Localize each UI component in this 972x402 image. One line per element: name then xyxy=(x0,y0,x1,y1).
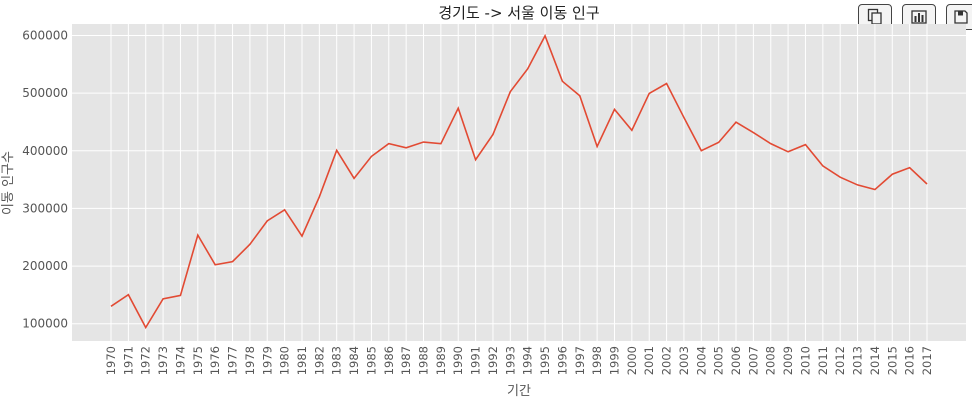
bar-chart-icon xyxy=(911,10,927,24)
x-tick-label: 1992 xyxy=(486,346,500,375)
y-tick-label: 200000 xyxy=(22,259,68,273)
x-tick-label: 1973 xyxy=(156,346,170,375)
x-tick-label: 1986 xyxy=(382,346,396,375)
x-tick-label: 1984 xyxy=(347,346,361,375)
plot-area xyxy=(72,24,966,341)
x-tick-label: 2002 xyxy=(660,346,674,375)
save-icon xyxy=(954,10,968,24)
x-tick-label: 1979 xyxy=(260,346,274,375)
x-tick-label: 2011 xyxy=(816,346,830,375)
x-tick-label: 2005 xyxy=(712,346,726,375)
x-tick-label: 1997 xyxy=(573,346,587,375)
x-tick-label: 1996 xyxy=(555,346,569,375)
y-tick-label: 600000 xyxy=(22,29,68,43)
x-tick-label: 2003 xyxy=(677,346,691,375)
y-axis-ticks: 100000 200000 300000 400000 500000 600000 xyxy=(22,29,68,331)
x-tick-label: 1978 xyxy=(243,346,257,375)
x-tick-label: 1981 xyxy=(295,346,309,375)
series-line xyxy=(110,33,928,330)
x-tick-label: 2017 xyxy=(920,346,934,375)
x-tick-label: 1974 xyxy=(173,346,187,375)
x-tick-label: 2006 xyxy=(729,346,743,375)
x-tick-label: 1976 xyxy=(208,346,222,375)
x-tick-label: 1993 xyxy=(503,346,517,375)
x-tick-label: 1985 xyxy=(364,346,378,375)
x-tick-label: 2000 xyxy=(625,346,639,375)
x-tick-label: 1975 xyxy=(191,346,205,375)
x-tick-label: 2001 xyxy=(642,346,656,375)
x-tick-label: 2014 xyxy=(868,346,882,375)
x-axis-label: 기간 xyxy=(507,384,531,399)
x-tick-label: 1977 xyxy=(226,346,240,375)
x-tick-label: 1987 xyxy=(399,346,413,375)
y-tick-label: 100000 xyxy=(22,317,68,331)
x-tick-label: 1991 xyxy=(469,346,483,375)
x-tick-label: 2015 xyxy=(885,346,899,375)
x-tick-label: 1988 xyxy=(417,346,431,375)
x-tick-label: 1982 xyxy=(312,346,326,375)
x-tick-label: 1995 xyxy=(538,346,552,375)
x-tick-label: 1994 xyxy=(521,346,535,375)
x-tick-label: 2007 xyxy=(746,346,760,375)
x-tick-label: 1989 xyxy=(434,346,448,375)
x-tick-label: 2016 xyxy=(903,346,917,375)
x-tick-label: 1998 xyxy=(590,346,604,375)
y-axis-label: 이동 인구수 xyxy=(1,151,16,215)
chart-title: 경기도 -> 서울 이동 인구 xyxy=(438,4,599,22)
y-tick-label: 400000 xyxy=(22,144,68,158)
x-tick-label: 1983 xyxy=(330,346,344,375)
x-axis-ticks: 1970 1971 1972 1973 1974 1975 1976 1977 1978 1979… xyxy=(104,346,934,375)
x-tick-label: 1972 xyxy=(139,346,153,375)
x-tick-label: 1970 xyxy=(104,346,118,375)
y-tick-label: 300000 xyxy=(22,201,68,215)
y-tick-label: 500000 xyxy=(22,86,68,100)
x-tick-label: 2004 xyxy=(694,346,708,375)
x-tick-label: 2013 xyxy=(851,346,865,375)
x-tick-label: 2010 xyxy=(798,346,812,375)
x-tick-label: 1971 xyxy=(121,346,135,375)
x-tick-label: 2012 xyxy=(833,346,847,375)
grid-lines xyxy=(72,24,966,341)
x-tick-label: 1980 xyxy=(278,346,292,375)
x-tick-label: 1990 xyxy=(451,346,465,375)
x-tick-label: 2009 xyxy=(781,346,795,375)
x-tick-label: 2008 xyxy=(764,346,778,375)
x-tick-label: 1999 xyxy=(607,346,621,375)
